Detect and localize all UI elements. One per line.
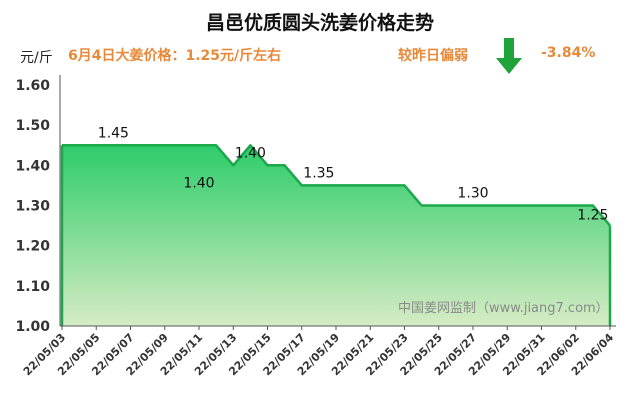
change-label: 较昨日偏弱 [398,48,468,64]
y-tick-label: 1.60 [15,78,50,94]
price-subtitle: 6月4日大姜价格：1.25元/斤左右 [68,48,282,64]
y-tick-label: 1.40 [15,158,50,174]
data-label: 1.25 [577,208,608,224]
y-tick-label: 1.50 [15,118,50,134]
y-tick-label: 1.00 [15,319,50,335]
data-label: 1.45 [98,125,129,141]
y-tick-label: 1.30 [15,199,50,215]
down-arrow-icon [496,38,522,78]
change-value: -3.84% [541,45,596,61]
series-line [62,144,611,227]
y-tick-label: 1.10 [15,279,50,295]
data-label: 1.40 [183,175,214,191]
data-label: 1.30 [457,186,488,202]
data-label: 1.40 [235,145,266,161]
area-fill [62,145,610,326]
y-tick-label: 1.20 [15,239,50,255]
data-label: 1.35 [303,165,334,181]
chart-title: 昌邑优质圆头洗姜价格走势 [205,12,434,34]
y-axis-unit-label: 元/斤 [20,50,53,66]
watermark: 中国姜网监制（www.jiang7.com） [398,301,609,316]
